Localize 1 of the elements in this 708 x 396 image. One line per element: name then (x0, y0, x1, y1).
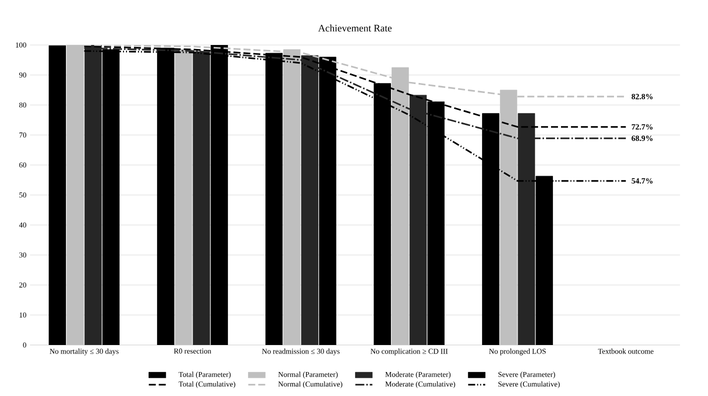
chart-title: Achievement Rate (318, 24, 392, 32)
